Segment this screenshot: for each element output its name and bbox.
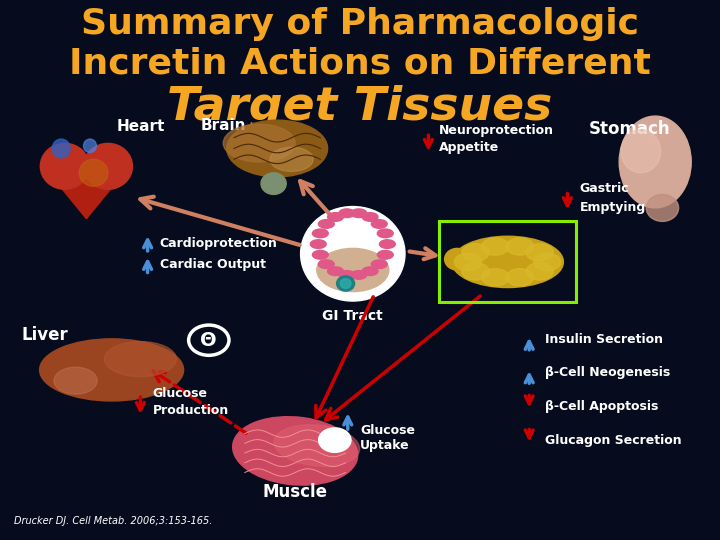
Ellipse shape: [351, 209, 366, 218]
Ellipse shape: [619, 116, 691, 208]
Ellipse shape: [444, 248, 470, 270]
Ellipse shape: [104, 341, 176, 377]
Ellipse shape: [351, 271, 366, 279]
Ellipse shape: [84, 143, 132, 189]
Ellipse shape: [40, 339, 184, 401]
Text: Glucose: Glucose: [153, 387, 207, 400]
Ellipse shape: [452, 237, 563, 287]
Ellipse shape: [233, 417, 358, 485]
Ellipse shape: [482, 269, 509, 286]
Ellipse shape: [534, 253, 561, 271]
Ellipse shape: [339, 209, 355, 218]
Ellipse shape: [310, 240, 326, 248]
Text: Appetite: Appetite: [439, 141, 500, 154]
Ellipse shape: [54, 367, 97, 394]
Text: Liver: Liver: [22, 326, 68, 344]
Ellipse shape: [621, 130, 660, 173]
Text: Production: Production: [153, 404, 229, 417]
Ellipse shape: [328, 267, 343, 275]
Ellipse shape: [379, 240, 395, 248]
Ellipse shape: [339, 271, 355, 279]
Ellipse shape: [84, 139, 96, 152]
Text: Heart: Heart: [116, 119, 165, 134]
Ellipse shape: [377, 251, 393, 259]
Ellipse shape: [372, 220, 387, 228]
Text: Θ: Θ: [200, 330, 217, 350]
Ellipse shape: [79, 159, 108, 186]
Text: Insulin Secretion: Insulin Secretion: [545, 333, 663, 346]
Ellipse shape: [340, 279, 351, 288]
Ellipse shape: [40, 143, 89, 189]
Circle shape: [319, 428, 351, 452]
Ellipse shape: [526, 263, 553, 280]
Text: β-Cell Neogenesis: β-Cell Neogenesis: [545, 366, 670, 379]
Ellipse shape: [372, 260, 387, 268]
Text: Glucagon Secretion: Glucagon Secretion: [545, 434, 682, 447]
Ellipse shape: [482, 238, 509, 255]
Ellipse shape: [223, 124, 295, 162]
Ellipse shape: [270, 147, 313, 172]
Text: Brain: Brain: [200, 118, 246, 133]
Ellipse shape: [318, 260, 334, 268]
Text: Target Tissues: Target Tissues: [167, 85, 553, 131]
Ellipse shape: [506, 269, 534, 286]
Ellipse shape: [647, 194, 679, 221]
Ellipse shape: [318, 220, 334, 228]
Ellipse shape: [362, 213, 378, 221]
Text: β-Cell Apoptosis: β-Cell Apoptosis: [545, 400, 658, 413]
Ellipse shape: [312, 251, 328, 259]
Text: Drucker DJ. Cell Metab. 2006;3:153-165.: Drucker DJ. Cell Metab. 2006;3:153-165.: [14, 516, 213, 526]
Text: GI Tract: GI Tract: [323, 309, 383, 323]
Ellipse shape: [336, 276, 354, 291]
Ellipse shape: [377, 229, 393, 238]
Text: Cardiac Output: Cardiac Output: [160, 258, 266, 271]
Ellipse shape: [462, 244, 490, 261]
Ellipse shape: [362, 267, 378, 275]
Text: +: +: [328, 431, 342, 449]
Text: Neuroprotection: Neuroprotection: [439, 124, 554, 137]
Ellipse shape: [526, 244, 553, 261]
Ellipse shape: [274, 425, 359, 466]
Ellipse shape: [301, 206, 405, 301]
Text: Uptake: Uptake: [360, 439, 410, 452]
Text: Emptying: Emptying: [580, 201, 646, 214]
Polygon shape: [47, 170, 126, 219]
Text: Cardioprotection: Cardioprotection: [160, 237, 278, 249]
Text: Glucose: Glucose: [360, 424, 415, 437]
Ellipse shape: [52, 139, 70, 158]
Text: Muscle: Muscle: [263, 483, 328, 502]
Ellipse shape: [454, 253, 482, 271]
Ellipse shape: [462, 263, 490, 280]
Ellipse shape: [227, 120, 328, 177]
Ellipse shape: [312, 229, 328, 238]
Ellipse shape: [506, 238, 534, 255]
Text: Summary of Pharmacologic: Summary of Pharmacologic: [81, 8, 639, 41]
Text: Stomach: Stomach: [589, 119, 671, 138]
Ellipse shape: [328, 213, 343, 221]
Text: Incretin Actions on Different: Incretin Actions on Different: [69, 47, 651, 80]
Text: Gastric: Gastric: [580, 183, 629, 195]
Ellipse shape: [261, 173, 287, 194]
Ellipse shape: [317, 248, 389, 292]
